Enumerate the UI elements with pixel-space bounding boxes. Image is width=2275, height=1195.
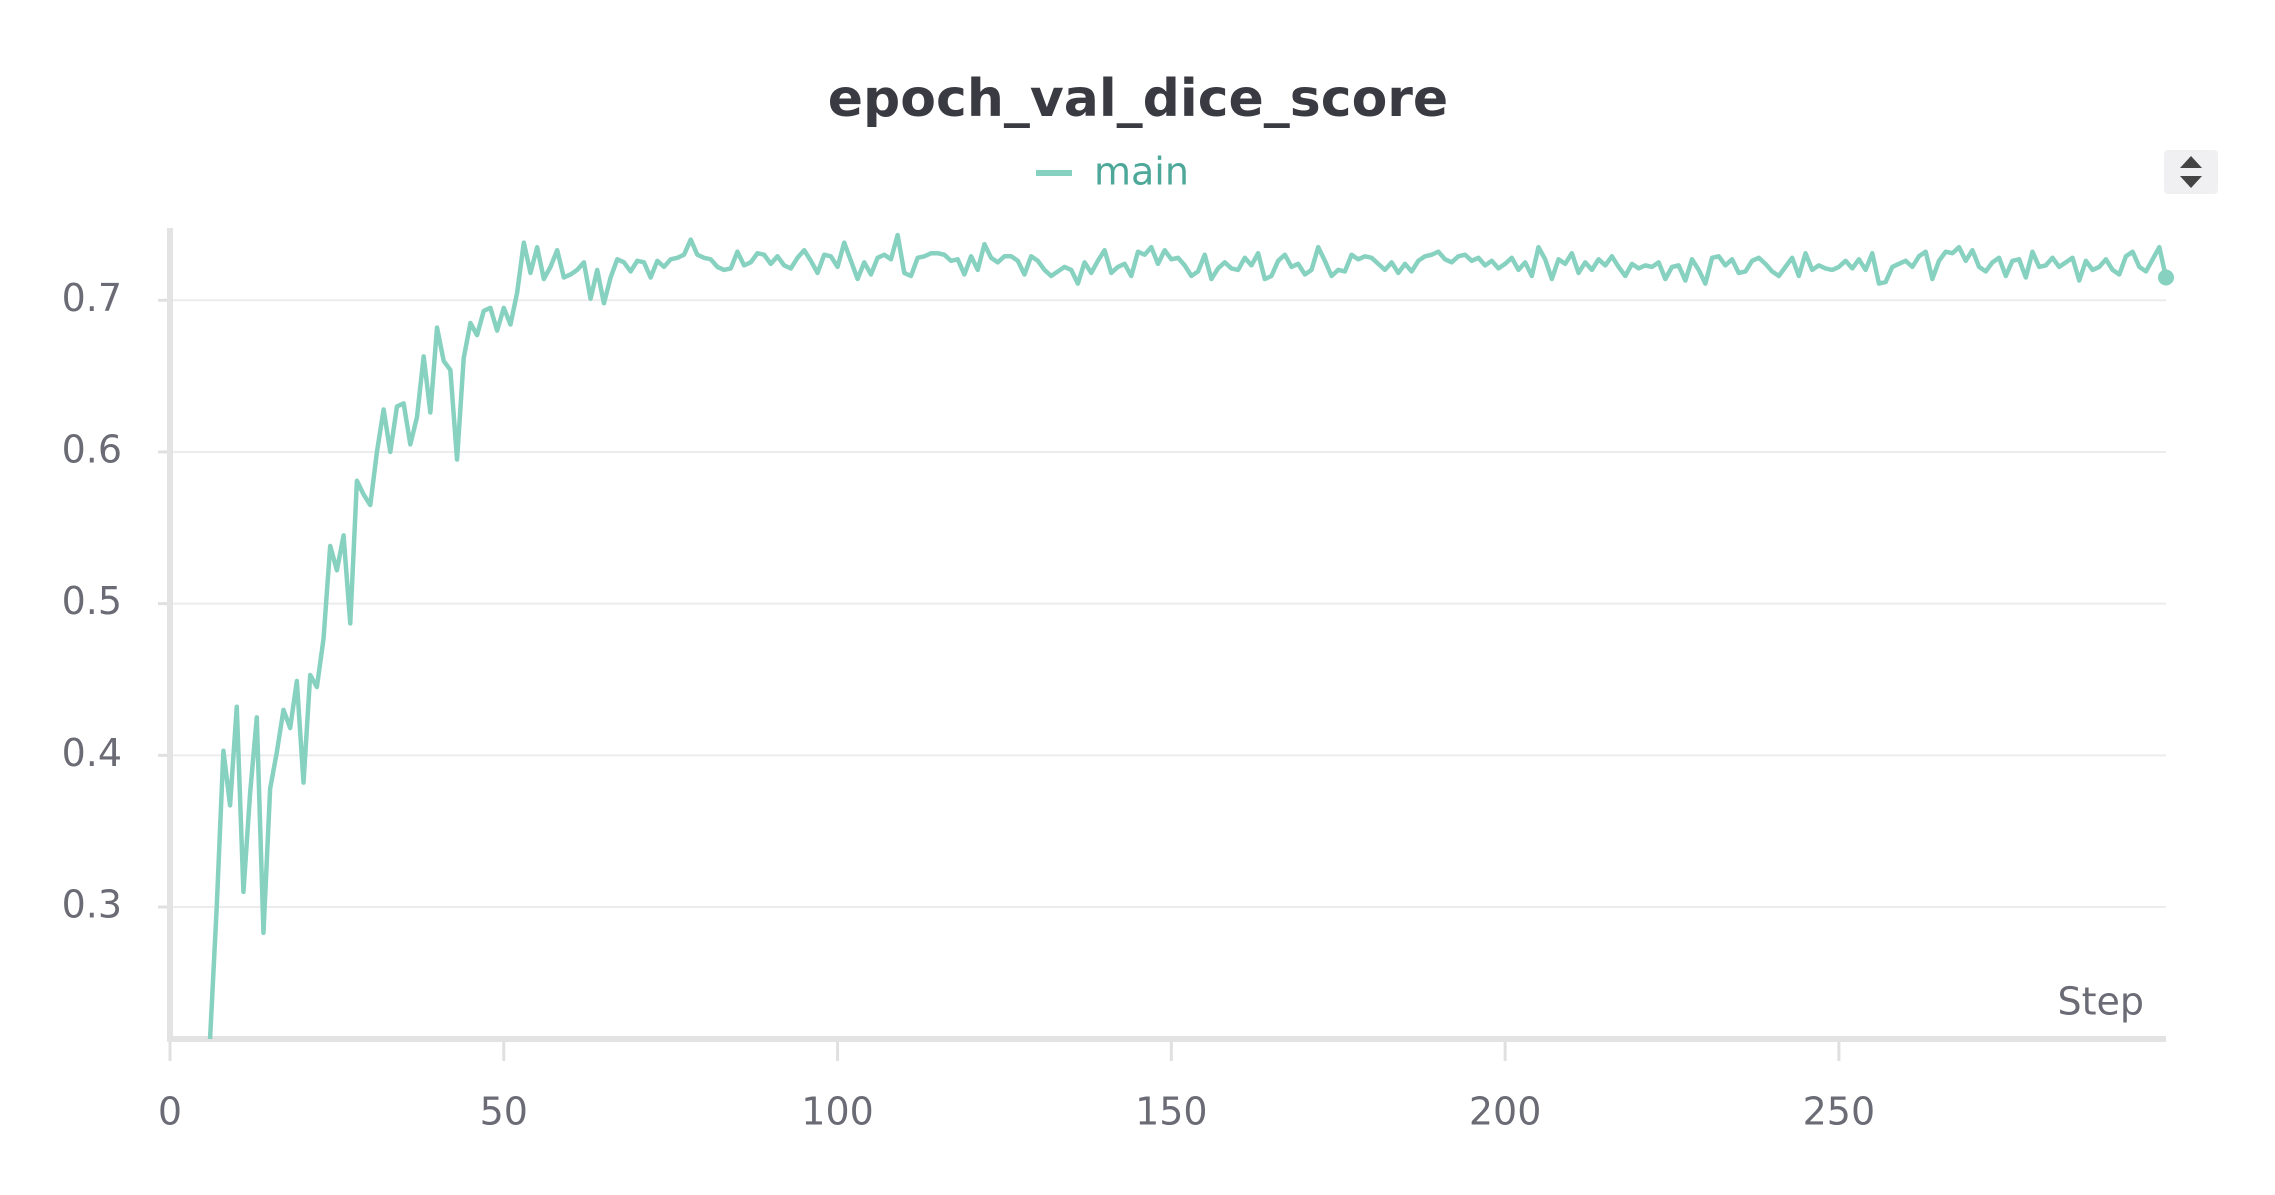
y-tick-label: 0.4 <box>62 731 122 775</box>
y-tick-label: 0.5 <box>62 579 122 623</box>
y-tick-label: 0.6 <box>62 427 122 471</box>
legend-label: main <box>1094 150 1189 194</box>
sort-icon[interactable] <box>2180 156 2202 188</box>
chart-title: epoch_val_dice_score <box>828 69 1448 129</box>
y-tick-label: 0.7 <box>62 276 122 320</box>
x-tick-label: 0 <box>158 1090 182 1134</box>
x-tick-label: 250 <box>1803 1090 1876 1134</box>
x-axis-label: Step <box>2057 980 2144 1024</box>
x-tick-label: 50 <box>480 1090 528 1134</box>
x-tick-label: 150 <box>1135 1090 1208 1134</box>
end-point <box>2158 269 2174 286</box>
series-line <box>207 232 2169 1040</box>
x-tick-label: 100 <box>801 1090 874 1134</box>
y-tick-label: 0.3 <box>62 883 122 927</box>
x-tick-label: 200 <box>1469 1090 1542 1134</box>
sort-toggle-bg[interactable] <box>2164 150 2218 194</box>
sort-toggle[interactable] <box>2164 150 2218 194</box>
